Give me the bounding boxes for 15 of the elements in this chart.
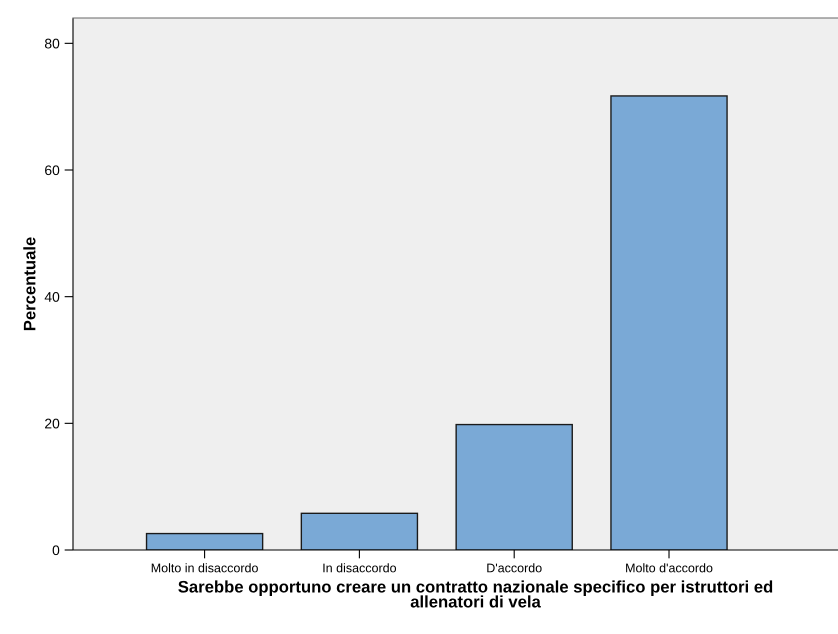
- bar: [300, 512, 418, 550]
- x-tick-label: In disaccordo: [323, 563, 396, 572]
- x-tick-label: Molto d'accordo: [626, 563, 712, 572]
- x-axis-title: Sarebbe opportuno creare un contratto nazionale specifico per istruttori ed allenatori di vela: [178, 580, 772, 608]
- bar: [146, 532, 264, 550]
- y-tick-label: 60: [45, 165, 60, 176]
- y-tick-label: 40: [44, 292, 60, 302]
- y-tick-label: 20: [45, 418, 60, 429]
- x-tick-label: D'accordo: [487, 563, 542, 572]
- bar: [455, 424, 573, 550]
- bar: [610, 95, 728, 550]
- x-tick-label: Molto in disaccordo: [152, 563, 258, 572]
- y-tick-label: 0: [52, 545, 60, 556]
- y-tick-label: 80: [44, 38, 60, 49]
- y-axis-title: Percentuale: [23, 237, 36, 330]
